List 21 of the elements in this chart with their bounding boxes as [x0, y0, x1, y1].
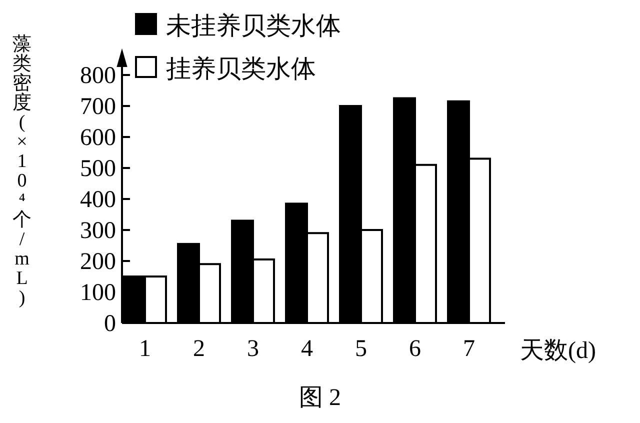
x-tick-label: 6 — [409, 336, 421, 362]
y-tick-label: 800 — [80, 63, 116, 89]
y-tick-label: 700 — [80, 94, 116, 120]
legend-label: 未挂养贝类水体 — [166, 12, 341, 40]
y-tick-label: 400 — [80, 187, 116, 213]
y-tick-label: 100 — [80, 280, 116, 306]
y-tick-label: 200 — [80, 249, 116, 275]
x-tick-label: 4 — [301, 336, 313, 362]
x-axis-title: 天数(d) — [520, 338, 596, 364]
caption: 图 2 — [299, 385, 341, 411]
y-tick-label: 0 — [104, 311, 116, 337]
y-tick-label: 300 — [80, 218, 116, 244]
x-tick-label: 7 — [463, 336, 475, 362]
y-tick-label: 600 — [80, 125, 116, 151]
x-tick-label: 3 — [247, 336, 259, 362]
text: 藻类密度(×10⁴个/mL) — [12, 34, 32, 308]
x-tick-label: 5 — [355, 336, 367, 362]
legend-label: 挂养贝类水体 — [166, 55, 316, 83]
x-tick-label: 2 — [193, 336, 205, 362]
y-tick-label: 500 — [80, 156, 116, 182]
x-tick-label: 1 — [139, 336, 151, 362]
